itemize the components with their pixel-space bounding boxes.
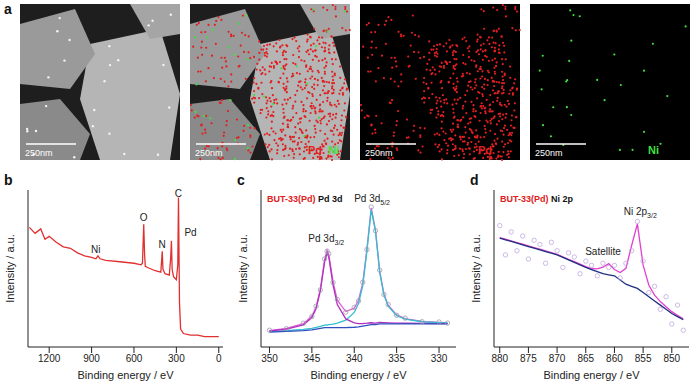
- svg-text:250nm: 250nm: [535, 148, 563, 158]
- svg-text:900: 900: [83, 353, 100, 364]
- svg-text:Binding energy / eV: Binding energy / eV: [543, 369, 640, 381]
- svg-text:870: 870: [549, 353, 566, 364]
- svg-text:250nm: 250nm: [365, 148, 393, 158]
- svg-text:Intensity / a.u.: Intensity / a.u.: [470, 234, 482, 302]
- svg-text:330: 330: [431, 353, 448, 364]
- html-text:d: d: [470, 172, 479, 188]
- html-text:BUT-33(Pd) Ni 2p: BUT-33(Pd) Ni 2p: [500, 194, 573, 204]
- html-text:c: c: [237, 172, 245, 188]
- svg-text:340: 340: [346, 353, 363, 364]
- svg-text:250nm: 250nm: [195, 148, 223, 158]
- svg-text:Binding energy / eV: Binding energy / eV: [77, 369, 174, 381]
- svg-text:0: 0: [216, 353, 222, 364]
- svg-text:1200: 1200: [38, 353, 61, 364]
- svg-text:N: N: [159, 239, 166, 250]
- svg-text:Pd 3d3/2: Pd 3d3/2: [308, 233, 344, 246]
- svg-text:Ni: Ni: [91, 244, 100, 255]
- svg-text:Intensity / a.u.: Intensity / a.u.: [237, 234, 249, 302]
- svg-text:Pd 3d5/2: Pd 3d5/2: [354, 193, 390, 206]
- svg-text:300: 300: [168, 353, 185, 364]
- svg-text:Pd: Pd: [478, 144, 492, 156]
- html-text:BUT-33(Pd) Pd 3d: BUT-33(Pd) Pd 3d: [267, 194, 343, 204]
- svg-text:865: 865: [577, 353, 594, 364]
- svg-text:875: 875: [520, 353, 537, 364]
- svg-text:Ni 2p3/2: Ni 2p3/2: [624, 206, 657, 219]
- html-text:b: b: [4, 172, 13, 188]
- svg-text:Satellite: Satellite: [585, 246, 621, 257]
- svg-text:600: 600: [126, 353, 143, 364]
- svg-text:855: 855: [635, 353, 652, 364]
- svg-text:250nm: 250nm: [25, 148, 53, 158]
- svg-text:C: C: [175, 188, 182, 199]
- svg-text:860: 860: [606, 353, 623, 364]
- svg-text:Pd: Pd: [184, 227, 196, 238]
- svg-text:Binding energy / eV: Binding energy / eV: [310, 369, 407, 381]
- svg-text:Ni: Ni: [648, 144, 659, 156]
- svg-text:O: O: [140, 212, 148, 223]
- svg-text:Pd: Pd: [308, 144, 322, 156]
- svg-text:850: 850: [663, 353, 680, 364]
- svg-text:Ni: Ni: [328, 144, 339, 156]
- svg-text:345: 345: [304, 353, 321, 364]
- svg-text:335: 335: [388, 353, 405, 364]
- svg-text:a: a: [4, 1, 12, 17]
- svg-text:880: 880: [491, 353, 508, 364]
- svg-text:350: 350: [261, 353, 278, 364]
- svg-text:Intensity / a.u.: Intensity / a.u.: [4, 234, 16, 302]
